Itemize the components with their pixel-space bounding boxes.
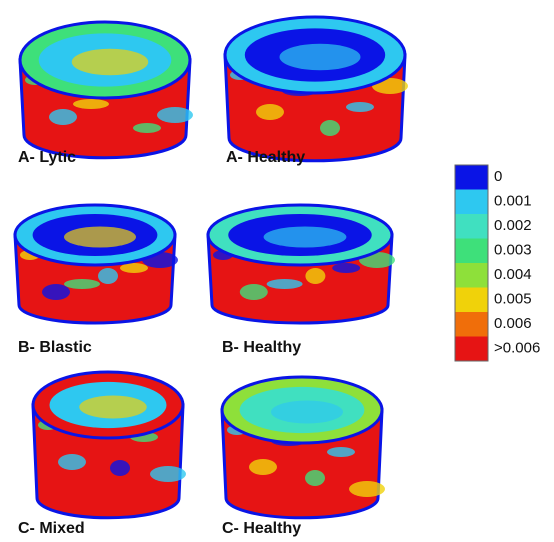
vertebra: C- Mixed xyxy=(18,372,186,537)
vertebra: C- Healthy xyxy=(222,377,385,537)
body-patch xyxy=(349,481,385,497)
body-patch xyxy=(240,284,268,300)
legend-label: 0 xyxy=(494,168,502,185)
body-patch xyxy=(110,460,130,476)
body-patch xyxy=(267,279,303,289)
endplate-center xyxy=(280,44,361,71)
body-patch xyxy=(42,284,70,300)
body-patch xyxy=(150,466,186,482)
body-patch xyxy=(98,268,118,284)
legend-swatch xyxy=(455,337,488,362)
legend-swatch xyxy=(455,214,488,239)
legend-label: 0.003 xyxy=(494,242,532,259)
panel-label: B- Healthy xyxy=(222,339,301,356)
legend-label: 0.004 xyxy=(494,266,532,283)
body-patch xyxy=(249,459,277,475)
legend-swatch xyxy=(455,288,488,313)
legend-swatch xyxy=(455,239,488,264)
endplate-center xyxy=(79,395,147,418)
legend-label: 0.002 xyxy=(494,217,532,234)
legend-swatch xyxy=(455,263,488,288)
legend-label: 0.001 xyxy=(494,193,532,210)
legend-label: >0.006 xyxy=(494,340,540,357)
body-patch xyxy=(58,454,86,470)
body-patch xyxy=(327,447,355,457)
vertebra: B- Blastic xyxy=(15,205,178,356)
vertebra-models: A- Lytic A- Healthy B- Blastic B- Healthy C-… xyxy=(15,17,408,537)
endplate-center xyxy=(64,227,136,248)
vertebra: A- Healthy xyxy=(225,17,408,166)
body-patch xyxy=(346,102,374,112)
legend-label: 0.006 xyxy=(494,315,532,332)
panel-label: C- Mixed xyxy=(18,520,85,537)
body-patch xyxy=(133,123,161,133)
panel-label: A- Healthy xyxy=(226,149,305,166)
body-patch xyxy=(49,109,77,125)
legend-swatch xyxy=(455,190,488,215)
endplate-center xyxy=(264,227,347,248)
vertebra: A- Lytic xyxy=(18,22,193,166)
body-patch xyxy=(73,99,109,109)
panel-label: B- Blastic xyxy=(18,339,92,356)
endplate-center xyxy=(72,49,149,76)
body-patch xyxy=(305,470,325,486)
legend-swatch xyxy=(455,312,488,337)
vertebra: B- Healthy xyxy=(208,205,395,356)
endplate-center xyxy=(271,400,343,423)
body-patch xyxy=(320,120,340,136)
body-patch xyxy=(332,263,360,273)
legend-label: 0.005 xyxy=(494,291,532,308)
panel-label: C- Healthy xyxy=(222,520,301,537)
figure: A- Lytic A- Healthy B- Blastic B- Healthy C-… xyxy=(0,0,554,542)
color-legend: 0 0.001 0.002 0.003 0.004 0.005 0.006 >0.006 xyxy=(455,165,540,361)
body-patch xyxy=(256,104,284,120)
body-patch xyxy=(157,107,193,123)
panel-label: A- Lytic xyxy=(18,149,76,166)
body-patch xyxy=(64,279,100,289)
legend-swatch xyxy=(455,165,488,190)
body-patch xyxy=(305,268,325,284)
